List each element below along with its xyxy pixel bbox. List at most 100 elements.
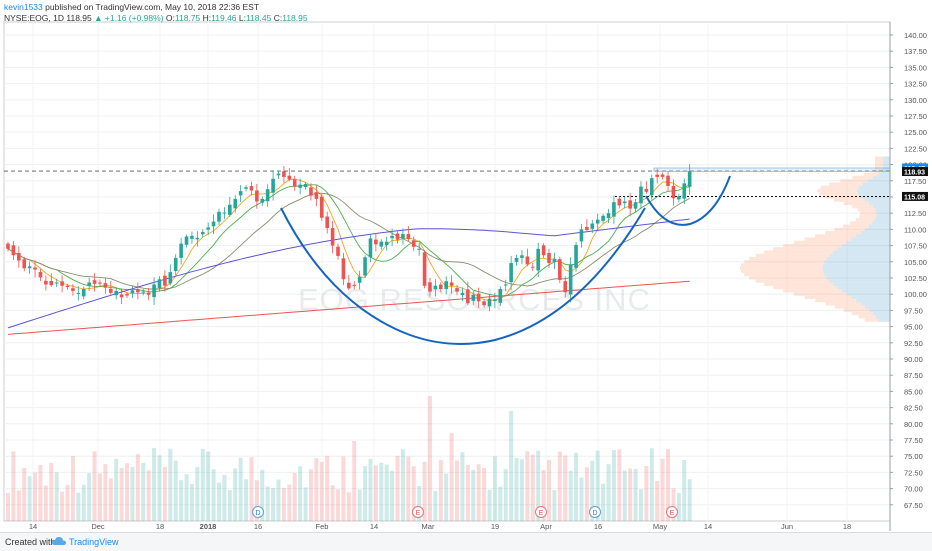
volume-bar xyxy=(476,464,481,521)
candle-body xyxy=(325,216,329,229)
event-marker-label: E xyxy=(539,510,544,517)
candle-body xyxy=(330,228,335,246)
volume-bar xyxy=(460,452,465,521)
volume-profile-bar xyxy=(872,312,890,316)
price-tick-label: 130.00 xyxy=(904,96,927,105)
footer-bar: Created with TradingView xyxy=(0,532,932,551)
volume-profile-bar xyxy=(841,243,890,248)
price-tick-label: 127.50 xyxy=(904,112,927,121)
volume-profile-bar xyxy=(783,289,842,293)
time-axis[interactable]: 14 Dec 18 2018 16 Feb 14 Mar 19 Apr 16 May 14 Jun 18 xyxy=(29,522,851,531)
candle-body xyxy=(103,283,108,288)
price-tick-label: 110.00 xyxy=(904,225,926,234)
volume-profile-bar xyxy=(822,269,890,274)
candle-body xyxy=(33,267,37,270)
time-tick-label: Feb xyxy=(316,522,329,531)
volume-profile-bar xyxy=(837,286,890,290)
volume-bar xyxy=(125,463,130,521)
volume-profile-bar xyxy=(872,221,890,225)
candle-body xyxy=(628,200,632,209)
volume-bar xyxy=(238,457,243,521)
candle-body xyxy=(314,192,319,199)
volume-bar xyxy=(563,455,568,521)
dividend-marker xyxy=(252,506,264,518)
time-tick-label: Dec xyxy=(91,522,105,531)
candle-body xyxy=(244,187,248,189)
volume-profile-bar xyxy=(820,185,859,189)
cup-curve xyxy=(280,207,646,345)
volume-profile-bar xyxy=(829,253,890,257)
volume-profile-bar xyxy=(829,279,890,283)
volume-profile-bar xyxy=(875,159,884,163)
volume-bar xyxy=(227,490,232,521)
volume-bar xyxy=(65,484,70,521)
candle-body xyxy=(298,184,302,188)
volume-bar xyxy=(325,455,330,521)
volume-bar xyxy=(162,466,167,521)
volume-bar xyxy=(43,485,48,521)
volume-bar xyxy=(492,456,497,521)
volume-bar xyxy=(390,470,395,521)
volume-bar xyxy=(530,454,535,521)
volume-profile-bar xyxy=(851,312,873,316)
ohlc-line: NYSE:EOG, 1D 118.95 ▲ +1.16 (+0.98%) O:1… xyxy=(4,13,308,24)
price-axis[interactable]: 67.50 70.00 72.50 75.00 77.50 80.00 82.50 85.00… xyxy=(889,22,928,531)
volume-bar xyxy=(422,461,427,521)
volume-bar xyxy=(146,470,151,521)
author-link[interactable]: kevin1533 xyxy=(4,2,43,12)
volume-profile-bar xyxy=(843,308,870,312)
candle-body xyxy=(173,257,178,271)
high-value: 119.46 xyxy=(211,13,237,23)
tradingview-link[interactable]: TradingView xyxy=(69,537,119,547)
candle-body xyxy=(390,235,394,239)
volume-profile-bar xyxy=(872,205,890,209)
volume-bar xyxy=(81,484,86,521)
volume-bar xyxy=(541,470,546,521)
volume-profile-bar xyxy=(863,172,879,176)
candle-body xyxy=(87,282,91,286)
candle-body xyxy=(206,227,210,230)
candle-body xyxy=(260,198,265,203)
cup-drawing[interactable] xyxy=(280,175,731,345)
volume-bar xyxy=(455,460,460,521)
price-tick-label: 87.50 xyxy=(904,371,923,380)
candle-body xyxy=(352,284,357,286)
candle-body xyxy=(163,275,167,286)
volume-profile-bar xyxy=(867,179,890,183)
candle-body xyxy=(401,233,405,239)
time-tick-label: Mar xyxy=(422,522,435,531)
candle-body xyxy=(660,174,665,177)
candle-body xyxy=(439,284,443,289)
price-tick-label: 117.50 xyxy=(904,177,926,186)
price-tick-label: 135.00 xyxy=(904,63,927,72)
volume-profile-bar xyxy=(740,266,823,270)
candle-body xyxy=(428,282,432,292)
volume-profile-bar xyxy=(817,188,858,193)
candle-body xyxy=(125,293,129,296)
volume-bar xyxy=(352,441,357,521)
volume-profile-bar xyxy=(825,302,861,306)
candle-body xyxy=(579,229,584,242)
candlesticks xyxy=(6,164,692,312)
price-tag-label: 118.93 xyxy=(904,170,925,177)
price-tick-label: 100.00 xyxy=(904,290,927,299)
candle-body xyxy=(152,284,156,298)
volume-bar xyxy=(579,477,584,521)
volume-bar xyxy=(498,486,503,521)
volume-profile-bar xyxy=(860,195,890,199)
candle-body xyxy=(476,293,481,302)
volume-profile-bar xyxy=(864,318,879,322)
price-tick-label: 140.00 xyxy=(904,31,927,40)
volume-profile-bar xyxy=(857,188,890,193)
candle-body xyxy=(449,282,454,286)
volume-bar xyxy=(38,464,43,521)
volume-bar xyxy=(574,452,579,521)
volume-bar xyxy=(514,457,519,521)
volume-bar xyxy=(346,492,351,521)
volume-profile-bar xyxy=(878,172,890,176)
volume-bar xyxy=(666,449,671,521)
price-chart[interactable]: 67.50 70.00 72.50 75.00 77.50 80.00 82.50 85.00… xyxy=(0,0,932,532)
volume-bar xyxy=(216,482,221,521)
volume-bar xyxy=(644,466,649,521)
